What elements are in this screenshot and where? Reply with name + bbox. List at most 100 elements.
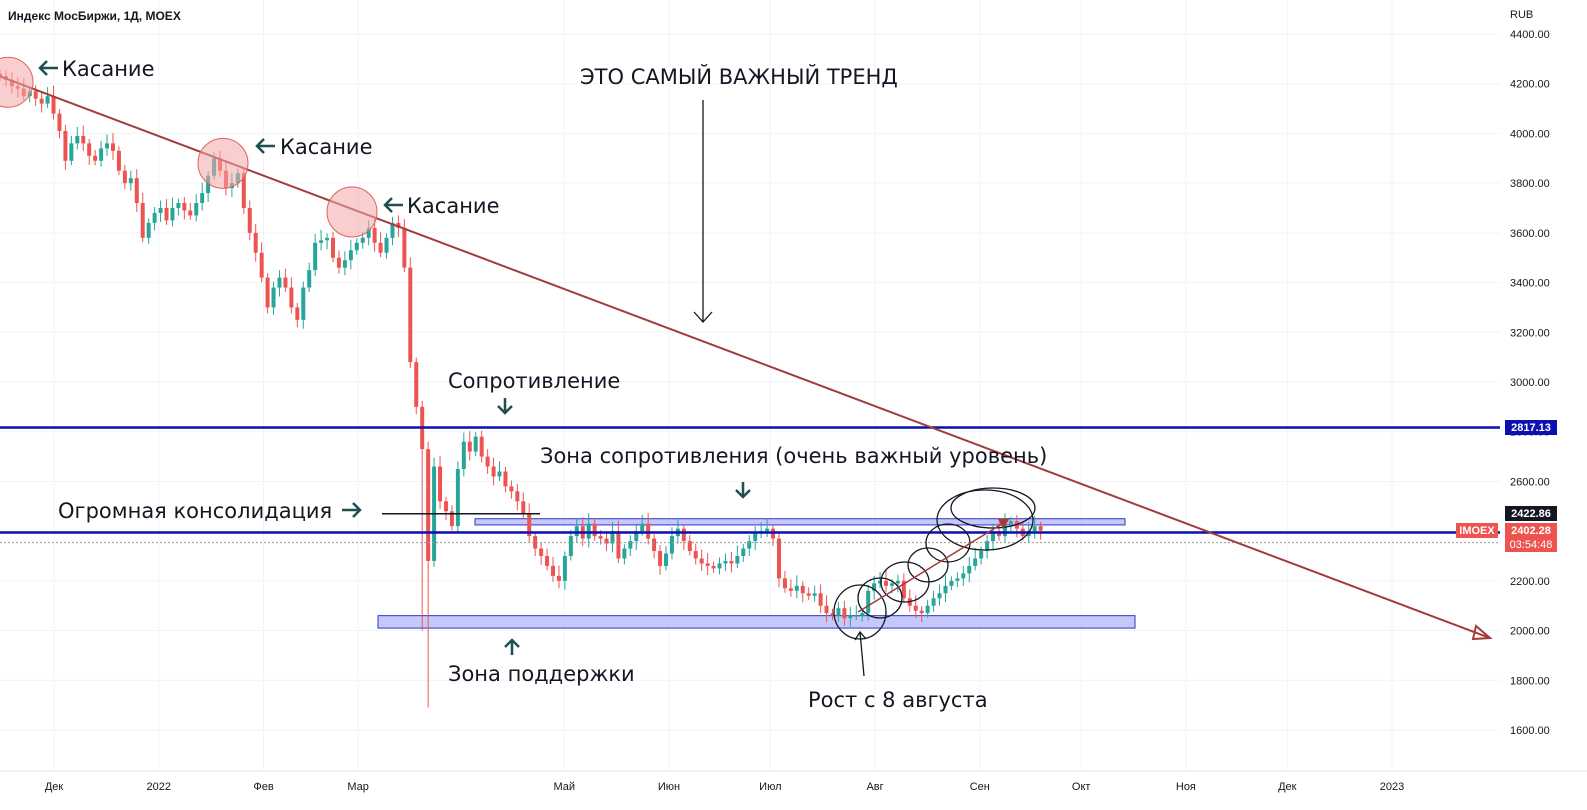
candle-body: [87, 143, 92, 156]
currency-label: RUB: [1510, 9, 1533, 21]
candle-body: [253, 232, 258, 253]
level-price-tag-2817: 2817.13: [1505, 420, 1557, 435]
candle-body: [806, 593, 811, 596]
candle-body: [539, 548, 544, 556]
price-tick-label: 3600.00: [1510, 228, 1550, 240]
candle-body: [152, 212, 157, 223]
time-tick-label: Мар: [347, 781, 369, 793]
candle-body: [818, 593, 823, 606]
candle-body: [973, 558, 978, 566]
resistance-label: Сопротивление: [448, 369, 620, 393]
price-axis[interactable]: 4400.00 4200.00 4000.00 3800.00 3600.00 3400.…: [1510, 29, 1550, 737]
candle-body: [586, 523, 591, 539]
support-zone-arrow: [504, 638, 520, 655]
candle-body: [69, 143, 74, 161]
candle-body: [455, 469, 460, 527]
price-tick-label: 4200.00: [1510, 79, 1550, 91]
price-tick-label: 3200.00: [1510, 327, 1550, 339]
consolidation-label: Огромная консолидация: [58, 499, 332, 523]
candle-body: [985, 541, 990, 552]
time-tick-label: Май: [553, 781, 575, 793]
candle-body: [842, 608, 847, 619]
svg-text:2422.86: 2422.86: [1511, 508, 1551, 520]
candle-body: [527, 513, 532, 537]
candle-body: [634, 531, 639, 542]
growth-label: Рост с 8 августа: [808, 688, 988, 712]
candle-body: [301, 287, 306, 320]
candle-body: [75, 135, 80, 144]
candle-body: [658, 551, 663, 566]
time-tick-label: Июл: [759, 781, 781, 793]
candle-body: [515, 491, 520, 502]
candle-body: [372, 227, 377, 243]
time-tick-label: 2022: [147, 781, 171, 793]
candle-body: [110, 143, 115, 151]
candle-body: [913, 605, 918, 611]
candle-body: [307, 270, 312, 288]
candle-body: [259, 252, 264, 278]
svg-text:03:54:48: 03:54:48: [1510, 539, 1553, 551]
candle-body: [51, 96, 56, 114]
candle-body: [206, 175, 211, 194]
candle-body: [949, 580, 954, 586]
candle-body: [884, 580, 889, 586]
resistance-zone[interactable]: [474, 518, 1126, 526]
price-tick-label: 2200.00: [1510, 576, 1550, 588]
candle-body: [1008, 521, 1013, 524]
candle-body: [164, 208, 169, 221]
candle-body: [170, 208, 175, 221]
candle-body: [503, 471, 508, 487]
candle-body: [568, 536, 573, 556]
growth-scribbles: [833, 487, 1036, 640]
candle-body: [390, 222, 395, 238]
candle-body: [342, 260, 347, 268]
candle-body: [622, 548, 627, 559]
candle-body: [479, 436, 484, 457]
svg-text:Касание: Касание: [62, 57, 155, 81]
time-axis[interactable]: Дек 2022 Фев Мар Май Июн Июл Авг Сен Окт Ноя Дек 202…: [0, 770, 1587, 793]
candle-body: [336, 257, 341, 268]
candle-body: [592, 523, 597, 537]
candle-body: [640, 523, 645, 532]
candle-body: [509, 486, 514, 492]
candle-body: [378, 242, 383, 253]
candle-body: [794, 585, 799, 591]
candle-body: [366, 227, 371, 238]
price-tick-label: 2600.00: [1510, 476, 1550, 488]
candle-body: [574, 526, 579, 537]
touch-circle-2: [197, 137, 249, 189]
svg-text:2817.13: 2817.13: [1511, 422, 1551, 434]
candle-body: [200, 193, 205, 204]
candle-body: [449, 511, 454, 527]
downtrend-line[interactable]: [0, 75, 1491, 639]
touch-circle-1: [0, 56, 34, 108]
candle-body: [467, 441, 472, 452]
resistance-zone-arrow: [735, 482, 751, 499]
candle-body: [860, 613, 865, 616]
candle-body: [562, 556, 567, 581]
candle-body: [925, 605, 930, 614]
candle-body: [616, 531, 621, 559]
time-tick-label: Ноя: [1176, 781, 1196, 793]
time-tick-label: Дек: [45, 781, 64, 793]
candle-body: [681, 528, 686, 542]
candle-body: [872, 583, 877, 591]
candle-body: [247, 208, 252, 233]
candle-body: [93, 155, 98, 161]
touch-circle-3: [326, 186, 378, 238]
candle-body: [99, 148, 104, 161]
candle-body: [39, 98, 44, 104]
candle-body: [967, 565, 972, 574]
candle-body: [610, 531, 615, 544]
candle-body: [57, 113, 62, 131]
candle-body: [330, 237, 335, 258]
time-tick-label: Дек: [1278, 781, 1297, 793]
candle-body: [836, 608, 841, 616]
svg-text:Касание: Касание: [280, 135, 373, 159]
candle-body: [705, 563, 710, 566]
candle-body: [360, 237, 365, 243]
support-zone[interactable]: [377, 615, 1136, 629]
candle-body: [663, 553, 668, 566]
candle-body: [1002, 523, 1007, 537]
